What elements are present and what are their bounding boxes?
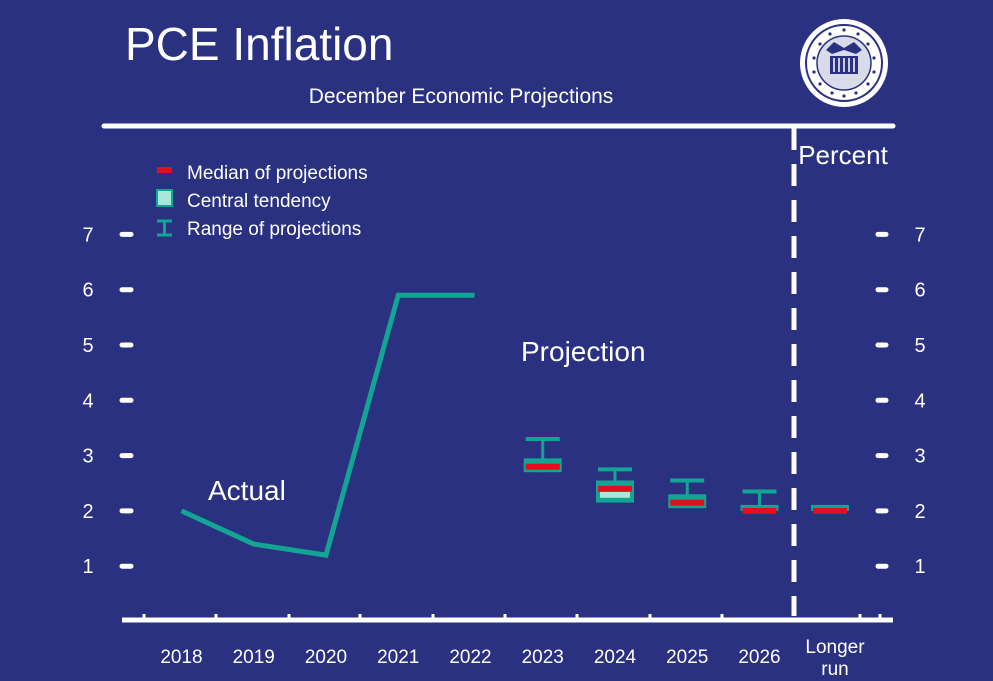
x-label-2021: 2021 bbox=[377, 647, 419, 668]
y-tick-label-right-6: 6 bbox=[914, 280, 925, 302]
y-tick-label-right-5: 5 bbox=[914, 335, 925, 357]
projection-2026 bbox=[740, 489, 779, 514]
legend-central-label: Central tendency bbox=[187, 191, 331, 212]
x-label-2018: 2018 bbox=[160, 647, 202, 668]
x-label-run: run bbox=[821, 659, 848, 680]
projection-2023 bbox=[523, 437, 562, 473]
median-2026 bbox=[742, 507, 777, 514]
y-tick-label-left-2: 2 bbox=[82, 501, 93, 523]
y-tick-label-right-4: 4 bbox=[914, 390, 925, 412]
chart-subtitle: December Economic Projections bbox=[309, 85, 614, 108]
unit-label: Percent bbox=[798, 140, 888, 170]
actual-series-line bbox=[180, 292, 475, 558]
x-label-2023: 2023 bbox=[522, 647, 564, 668]
chart-title: PCE Inflation bbox=[125, 18, 393, 70]
actual-annotation: Actual bbox=[208, 475, 286, 506]
x-label-2022: 2022 bbox=[449, 647, 491, 668]
legend-range-label: Range of projections bbox=[187, 219, 361, 240]
x-axis-labels: 2018 2019 2020 2021 2022 2023 2024 2025 2026 bbox=[160, 647, 780, 668]
projection-markers bbox=[523, 437, 849, 514]
y-tick-label-left-5: 5 bbox=[82, 335, 93, 357]
x-label-2020: 2020 bbox=[305, 647, 347, 668]
x-label-2025: 2025 bbox=[666, 647, 708, 668]
legend-median-label: Median of projections bbox=[187, 163, 368, 184]
legend: Median of projections Central tendency R… bbox=[156, 163, 368, 240]
legend-median-swatch bbox=[157, 167, 172, 173]
median-2023 bbox=[525, 463, 560, 470]
x-axis-ticks bbox=[142, 614, 882, 620]
y-tick-label-left-1: 1 bbox=[82, 556, 93, 578]
median-2025 bbox=[670, 499, 705, 506]
median-Longer run bbox=[813, 507, 847, 514]
y-tick-label-right-1: 1 bbox=[914, 556, 925, 578]
y-tick-label-right-3: 3 bbox=[914, 446, 925, 468]
y-axis-left: 1 2 3 4 5 6 7 bbox=[82, 224, 134, 578]
y-tick-label-left-4: 4 bbox=[82, 390, 93, 412]
projection-2024 bbox=[596, 467, 634, 503]
projection-annotation: Projection bbox=[521, 336, 646, 367]
y-tick-label-left-6: 6 bbox=[82, 280, 93, 302]
x-label-2019: 2019 bbox=[233, 647, 275, 668]
federal-reserve-seal-icon bbox=[800, 19, 888, 107]
y-axis-right: 1 2 3 4 5 6 7 bbox=[875, 224, 926, 578]
y-tick-label-right-7: 7 bbox=[914, 224, 925, 246]
x-label-longer-run: Longer run bbox=[805, 637, 865, 680]
legend-central-swatch bbox=[156, 189, 173, 207]
x-label-longer: Longer bbox=[805, 637, 865, 658]
legend-range-swatch bbox=[157, 219, 172, 237]
median-2024 bbox=[598, 485, 632, 492]
projection-longer-run bbox=[811, 504, 849, 514]
projection-2025 bbox=[668, 478, 707, 509]
x-label-2024: 2024 bbox=[594, 647, 637, 668]
y-tick-label-left-7: 7 bbox=[82, 224, 93, 246]
y-tick-label-right-2: 2 bbox=[914, 501, 925, 523]
x-label-2026: 2026 bbox=[738, 647, 780, 668]
y-tick-label-left-3: 3 bbox=[82, 446, 93, 468]
central-tendency-inner-2024 bbox=[600, 491, 630, 498]
